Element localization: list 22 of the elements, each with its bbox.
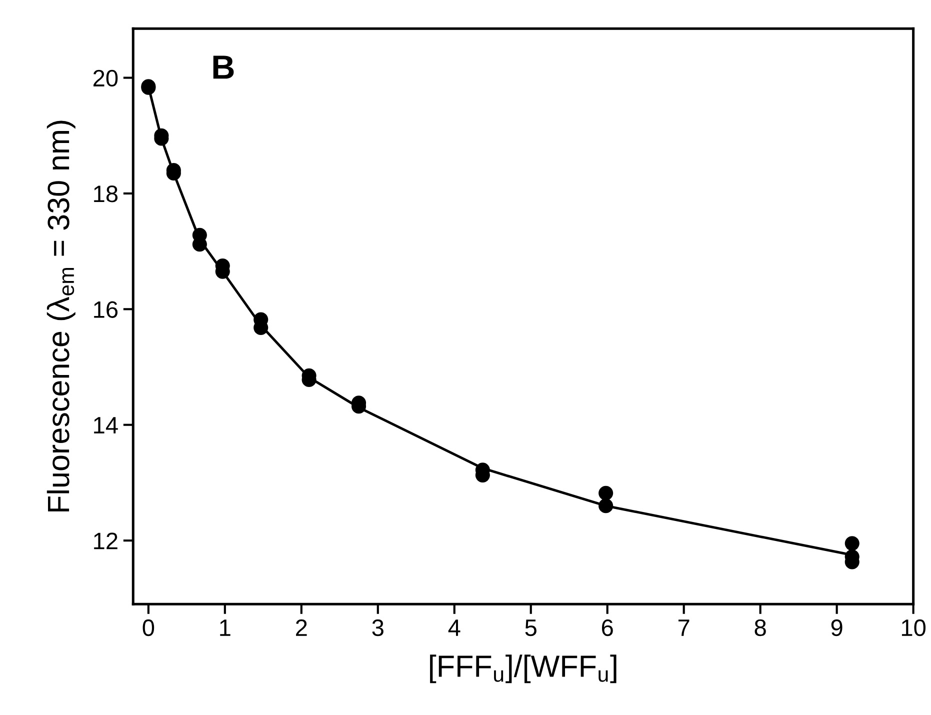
x-tick-label: 7 <box>678 620 690 636</box>
y-tick-label: 20 <box>93 70 118 87</box>
x-tick-label: 3 <box>372 619 384 636</box>
y-tick-label: 16 <box>94 301 118 318</box>
x-tick-label: 2 <box>296 619 307 636</box>
x-tick-label: 0 <box>142 619 154 636</box>
point <box>598 486 614 500</box>
point <box>844 536 860 551</box>
x-tick-label: 9 <box>831 619 842 636</box>
y-axis-title: Fluorescence (λ$_{em}$ = 330 nm) <box>46 120 76 512</box>
y-tick-label: 12 <box>94 532 118 550</box>
x-tick-label: 6 <box>602 619 613 636</box>
y-tick-label: 18 <box>94 186 118 202</box>
x-tick-label: 1 <box>220 620 230 636</box>
x-tick-label: 8 <box>754 619 766 636</box>
x-axis-title: [FFF$_{u}$]/[WFF$_{u}$] <box>430 654 616 684</box>
point <box>598 498 614 514</box>
y-tick-label: 14 <box>94 417 118 434</box>
x-tick-label: 5 <box>525 620 536 636</box>
text: B <box>213 56 234 79</box>
x-tick-label: 10 <box>902 619 926 636</box>
x-tick-label: 4 <box>448 620 460 636</box>
